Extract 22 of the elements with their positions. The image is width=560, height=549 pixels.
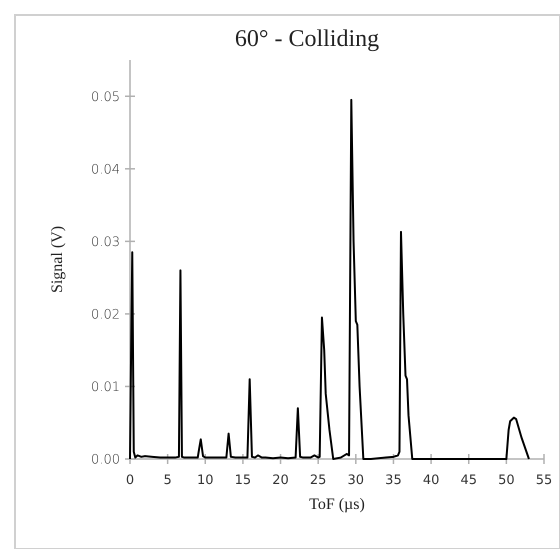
x-tick-label: 50 — [498, 473, 515, 488]
y-tick-label: 0.01 — [91, 380, 120, 396]
chart-title: 60° - Colliding — [234, 26, 380, 52]
x-tick-label: 5 — [163, 473, 172, 488]
y-tick-label: 0.00 — [91, 452, 120, 468]
x-axis-title: ToF (µs) — [309, 496, 365, 513]
line-series — [129, 98, 530, 460]
x-tick-label: 35 — [385, 473, 402, 488]
x-tick-label: 20 — [272, 473, 289, 488]
x-tick-label: 45 — [460, 473, 477, 488]
x-tick-label: 25 — [310, 473, 326, 488]
y-tick-label: 0.04 — [91, 162, 120, 178]
x-tick-label: 30 — [348, 473, 364, 488]
x-tick-label: 55 — [536, 473, 552, 488]
x-tick-label: 15 — [234, 473, 252, 488]
y-tick-label: 0.02 — [91, 307, 120, 322]
x-tick-label: 40 — [422, 473, 440, 488]
y-tick-label: 0.03 — [91, 234, 120, 250]
y-tick-label: 0.05 — [91, 90, 120, 105]
x-tick-label: 0 — [126, 473, 134, 488]
x-tick-label: 10 — [197, 473, 214, 488]
y-axis-title: Signal (V) — [49, 226, 66, 294]
